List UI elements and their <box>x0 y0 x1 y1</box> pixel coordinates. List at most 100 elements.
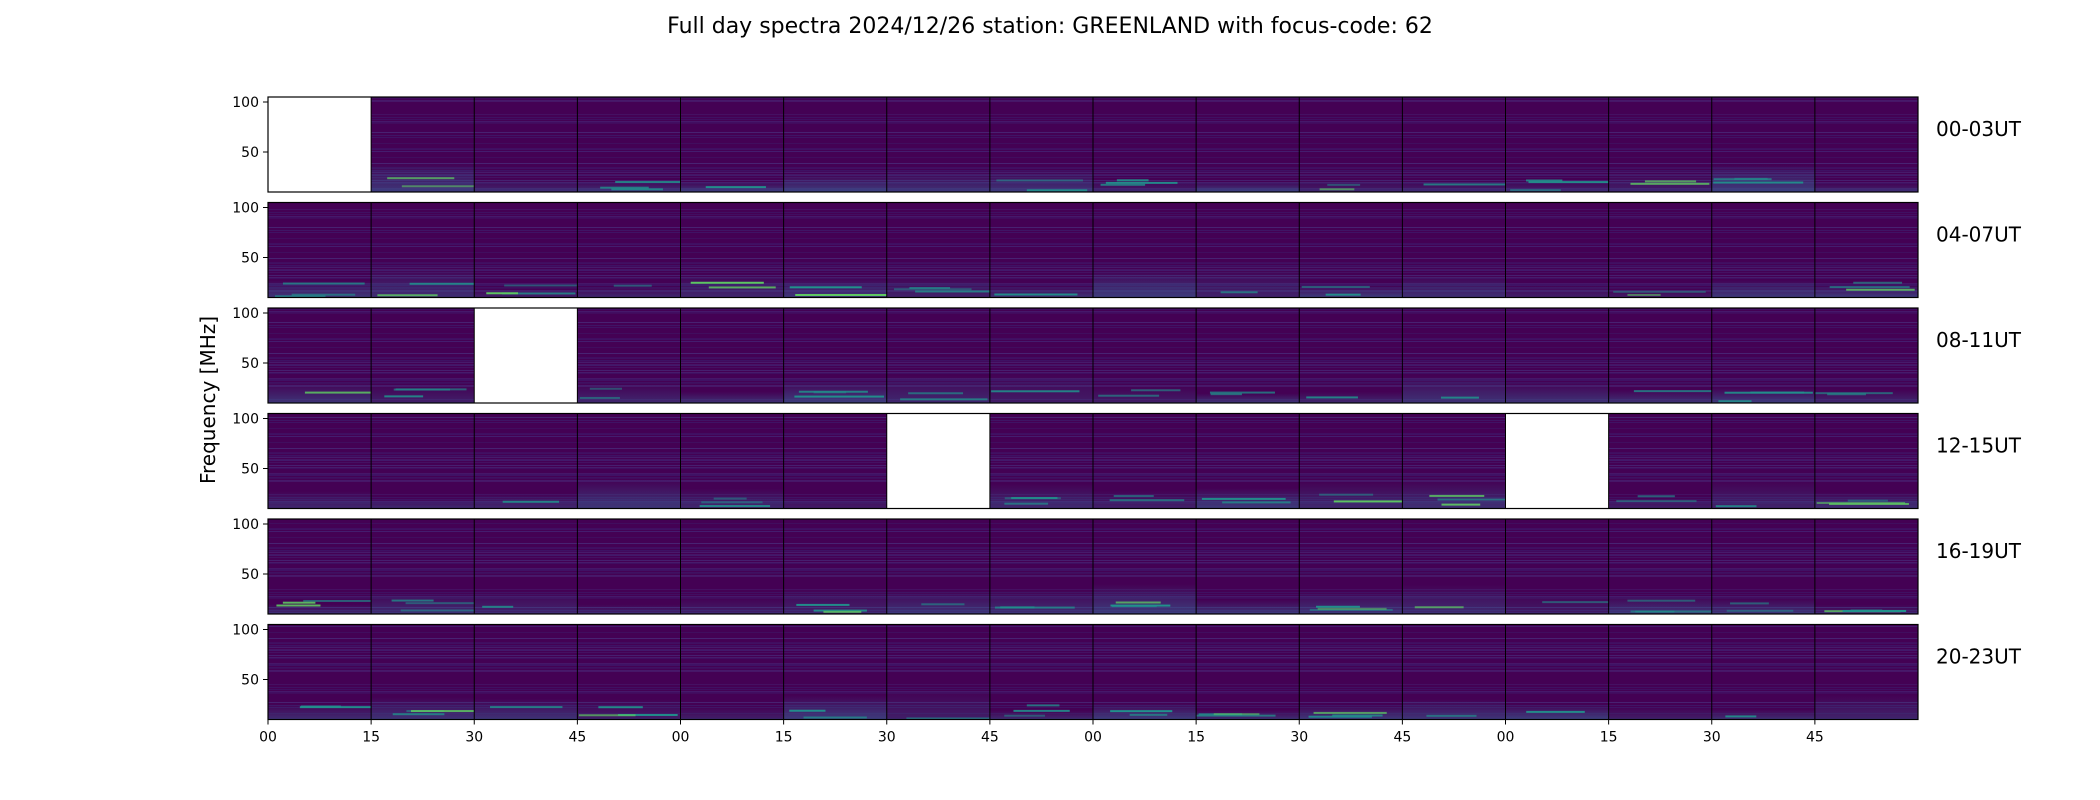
spectrum-panel <box>886 308 990 403</box>
row-frame <box>267 201 1919 299</box>
y-tick-label: 100 <box>232 201 259 217</box>
spectrum-panel <box>1814 308 1918 403</box>
spectrum-panel-empty <box>886 413 990 509</box>
y-tick-label: 100 <box>232 412 259 428</box>
spectrum-panel <box>1608 202 1712 298</box>
spectra-row: 100 50 00-03UT <box>232 95 2022 193</box>
spectrum-panel <box>1298 624 1403 720</box>
spectrum-panel <box>370 202 475 298</box>
spectrum-panel <box>783 308 887 403</box>
row-frame <box>267 307 1919 404</box>
x-tick-label: 15 <box>775 730 793 746</box>
spectrum-panel <box>1195 308 1300 403</box>
spectrum-panel <box>576 202 681 298</box>
y-tick-label: 100 <box>232 517 259 533</box>
y-tick-label: 50 <box>241 356 259 372</box>
x-tick-label: 30 <box>465 730 483 746</box>
x-tick-label: 45 <box>981 730 999 746</box>
spectrum-panel <box>886 97 990 192</box>
spectrum-panel <box>1298 202 1403 298</box>
x-tick-label: 45 <box>1806 730 1824 746</box>
spectrum-panel <box>267 413 372 509</box>
spectrum-panel <box>1195 624 1300 720</box>
spectrum-panel <box>1608 519 1712 614</box>
spectrum-panel <box>1711 413 1815 509</box>
spectra-row: 100 50 16-19UT <box>232 517 2022 615</box>
spectrum-panel <box>1608 97 1712 192</box>
spectrum-panel <box>989 624 1093 720</box>
spectrum-panel <box>267 308 372 403</box>
y-tick-label: 100 <box>232 95 259 111</box>
y-tick-label: 100 <box>232 306 259 322</box>
spectrum-panel <box>473 202 578 298</box>
spectrum-panel <box>267 519 372 614</box>
spectra-row: 100 50 12-15UT <box>232 412 2022 510</box>
spectrum-panel-empty <box>267 97 372 192</box>
spectrum-panel <box>1195 519 1300 614</box>
spectrum-panel <box>989 519 1093 614</box>
spectrum-panel <box>680 202 784 298</box>
spectrum-panel <box>1711 624 1815 720</box>
spectrum-panel <box>989 202 1093 298</box>
y-tick-label: 100 <box>232 623 259 639</box>
spectrum-panel <box>1092 413 1197 509</box>
spectrum-panel <box>680 519 784 614</box>
x-tick-label: 00 <box>672 730 690 746</box>
spectrum-panel <box>886 202 990 298</box>
spectrum-panel <box>1401 624 1506 720</box>
x-tick-label: 15 <box>1187 730 1205 746</box>
spectrum-panel <box>1401 202 1506 298</box>
spectrum-panel <box>576 519 681 614</box>
spectrum-panel <box>1401 97 1506 192</box>
spectra-row: 100 50 04-07UT <box>232 201 2022 299</box>
spectrum-panel <box>1195 97 1300 192</box>
spectra-row: 100 50 20-23UT <box>232 623 2022 721</box>
spectrum-panel <box>1505 308 1609 403</box>
spectrum-panel <box>1195 202 1300 298</box>
spectrum-panel <box>370 308 475 403</box>
spectra-row: 100 50 08-11UT <box>232 306 2022 404</box>
row-time-label: 08-11UT <box>1936 328 2022 352</box>
spectra-rows: 100 50 00-03UT 100 50 04-07UT 100 50 08-11UT 100 5… <box>232 95 2022 721</box>
spectrum-panel <box>1505 519 1609 614</box>
spectrum-panel <box>473 413 578 509</box>
y-axis-label: Frequency [MHz] <box>196 316 220 484</box>
spectrum-panel <box>680 413 784 509</box>
spectrum-panel <box>1608 308 1712 403</box>
spectrum-panel-empty <box>473 308 578 403</box>
y-tick-label: 50 <box>241 567 259 583</box>
row-frame <box>267 412 1919 510</box>
spectrum-panel <box>473 97 578 192</box>
spectrum-panel <box>267 202 372 298</box>
spectrum-panel <box>1298 519 1403 614</box>
spectrum-panel <box>1814 97 1918 192</box>
chart-title: Full day spectra 2024/12/26 station: GRE… <box>667 14 1433 39</box>
spectrum-panel <box>1814 519 1918 614</box>
spectrum-panel <box>1401 519 1506 614</box>
spectrum-panel <box>1092 97 1197 192</box>
spectrum-panel <box>1505 624 1609 720</box>
y-tick-label: 50 <box>241 673 259 689</box>
spectrum-panel <box>576 624 681 720</box>
spectrum-panel <box>1092 202 1197 298</box>
spectrum-panel <box>886 519 990 614</box>
spectrum-panel <box>1814 413 1918 509</box>
spectrum-panel <box>370 519 475 614</box>
spectrum-panel <box>370 97 475 192</box>
spectrum-panel <box>1092 624 1197 720</box>
row-time-label: 12-15UT <box>1936 434 2022 458</box>
row-time-label: 04-07UT <box>1936 223 2022 247</box>
x-tick-label: 30 <box>1290 730 1308 746</box>
spectrum-panel <box>576 308 681 403</box>
spectrum-panel <box>1298 97 1403 192</box>
spectrum-panel <box>1401 308 1506 403</box>
row-frame <box>267 518 1919 615</box>
x-tick-label: 00 <box>259 730 277 746</box>
spectrum-panel <box>267 624 372 720</box>
spectrum-panel <box>989 413 1093 509</box>
spectrum-panel <box>989 97 1093 192</box>
x-tick-label: 45 <box>568 730 586 746</box>
spectrum-panel <box>1814 624 1918 720</box>
spectrum-panel <box>1092 519 1197 614</box>
spectrum-panel <box>576 413 681 509</box>
